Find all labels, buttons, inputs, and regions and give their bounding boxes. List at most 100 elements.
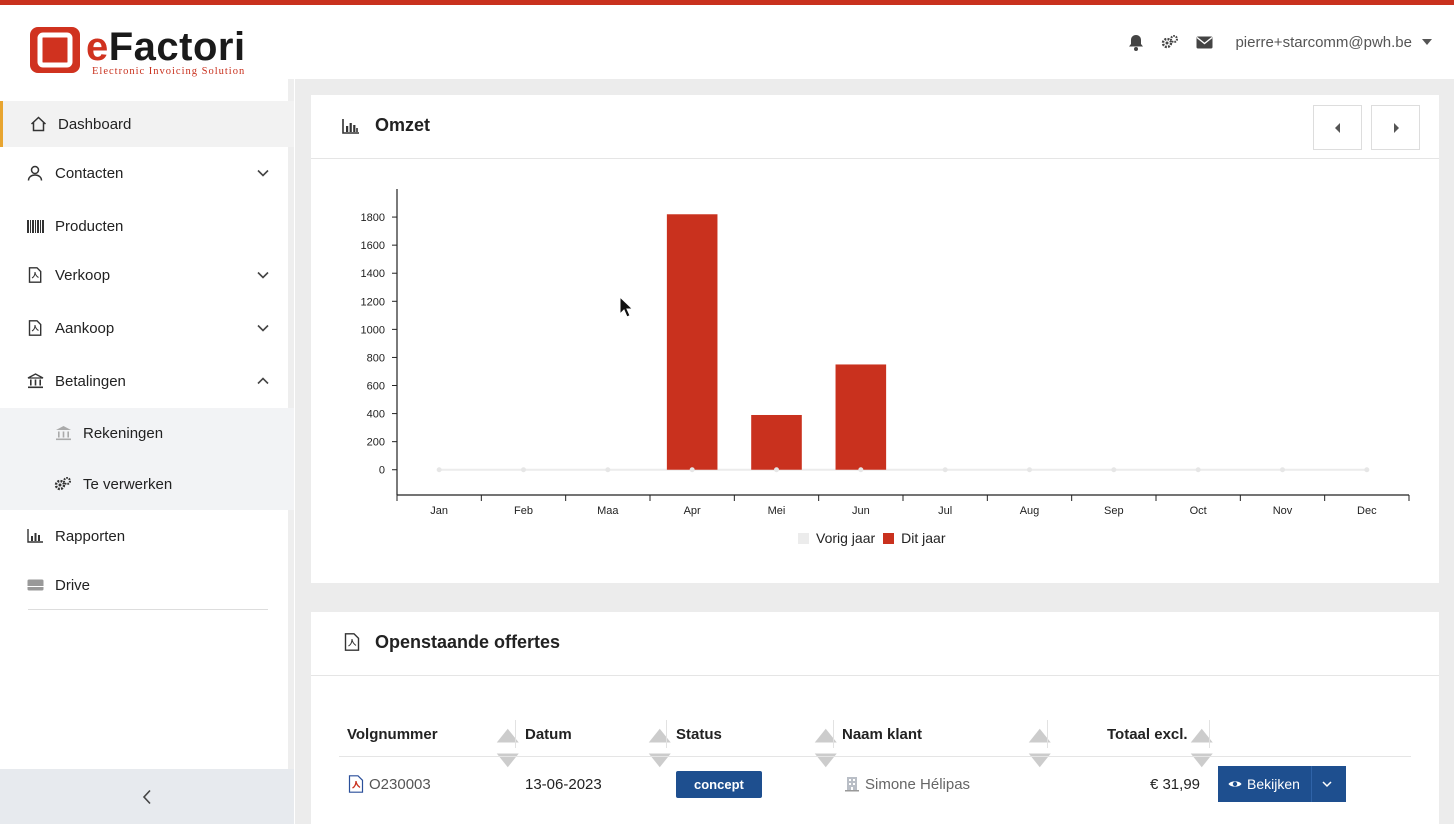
legend-item-vorig-jaar[interactable]: Vorig jaar — [798, 530, 875, 546]
point-vorig-jaar — [1027, 467, 1032, 473]
logo[interactable]: eFactori Electronic Invoicing Solution — [28, 25, 268, 81]
omzet-card: Omzet 0 200 400 600 800 1000 1200 1400 1600 1800 J… — [311, 95, 1439, 583]
building-icon — [845, 777, 859, 792]
x-tick-label: Jun — [852, 505, 870, 517]
sidebar-item-drive[interactable]: Drive — [0, 562, 294, 608]
offertes-card-header: Openstaande offertes — [311, 612, 1439, 676]
column-header-naam-klant[interactable]: Naam klant — [842, 725, 923, 743]
bar-dit-jaar — [666, 214, 718, 470]
y-tick-label: 200 — [367, 437, 385, 449]
sidebar-item-verkoop[interactable]: Verkoop — [0, 252, 294, 298]
sidebar-item-contacten[interactable]: Contacten — [0, 150, 294, 196]
legend-label: Dit jaar — [901, 530, 946, 546]
legend-item-dit-jaar[interactable]: Dit jaar — [883, 530, 946, 546]
button-split-divider — [1311, 766, 1312, 802]
point-vorig-jaar — [774, 467, 779, 473]
gears-icon[interactable] — [1153, 32, 1187, 52]
x-tick-label: Aug — [1020, 505, 1040, 517]
y-tick-label: 1000 — [361, 324, 385, 336]
omzet-title: Omzet — [375, 115, 431, 135]
table-cell-status: concept — [676, 770, 762, 798]
sidebar-item-rekeningen[interactable]: Rekeningen — [0, 408, 294, 458]
point-vorig-jaar — [521, 467, 526, 473]
column-header-datum[interactable]: Datum — [525, 725, 572, 743]
point-vorig-jaar — [1195, 467, 1201, 473]
sidebar-item-label: Rapporten — [55, 527, 126, 545]
column-header-status[interactable]: Status — [676, 725, 722, 743]
x-tick-label: Oct — [1190, 505, 1207, 517]
point-vorig-jaar — [1364, 467, 1370, 473]
y-tick-label: 0 — [379, 465, 385, 477]
sort-icon[interactable] — [812, 726, 840, 770]
sidebar-item-producten[interactable]: Producten — [0, 203, 294, 249]
file-pdf-icon — [348, 775, 364, 793]
bar-dit-jaar — [835, 364, 887, 470]
y-tick-label: 1600 — [361, 240, 385, 252]
sidebar-item-aankoop[interactable]: Aankoop — [0, 305, 294, 351]
sort-icon[interactable] — [1188, 726, 1216, 770]
sidebar-item-label: Producten — [55, 217, 124, 235]
point-vorig-jaar — [689, 467, 695, 473]
user-email[interactable]: pierre+starcomm@pwh.be — [1235, 33, 1412, 51]
point-vorig-jaar — [942, 467, 948, 473]
offertes-title: Openstaande offertes — [375, 632, 561, 652]
bar-dit-jaar — [751, 414, 802, 470]
openstaande-offertes-card: Openstaande offertes Volgnummer Datum St… — [311, 612, 1439, 824]
header: eFactori Electronic Invoicing Solution p… — [0, 5, 1454, 79]
sort-icon[interactable] — [1026, 726, 1054, 770]
file-pdf-icon — [26, 266, 44, 284]
sort-icon[interactable] — [646, 726, 674, 770]
sidebar: Dashboard Contacten Producten Verkoop Aa… — [0, 79, 295, 824]
omzet-chart-area: 0 200 400 600 800 1000 1200 1400 1600 1800 Jan Feb M… — [311, 159, 1439, 583]
column-header-volgnummer[interactable]: Volgnummer — [347, 725, 438, 743]
sidebar-item-label: Rekeningen — [83, 424, 164, 442]
table-cell-volgnummer[interactable]: O230003 — [347, 772, 431, 796]
x-tick-label: Nov — [1273, 505, 1293, 517]
table-cell-totaal: € 31,99 — [1149, 775, 1200, 793]
next-year-button[interactable] — [1371, 105, 1420, 150]
y-tick-label: 400 — [367, 409, 385, 421]
sidebar-item-rapporten[interactable]: Rapporten — [0, 513, 294, 559]
x-tick-label: Jan — [430, 505, 448, 517]
bar-chart-icon — [342, 119, 359, 134]
eye-icon — [1228, 781, 1242, 787]
chevron-down-icon[interactable] — [1322, 781, 1332, 788]
mouse-cursor-icon — [619, 296, 633, 318]
column-separator — [1047, 720, 1048, 748]
column-separator — [515, 720, 516, 748]
top-accent-bar — [0, 0, 1454, 5]
chart-legend: Vorig jaar Dit jaar — [798, 530, 954, 546]
point-vorig-jaar — [1111, 467, 1117, 473]
point-vorig-jaar — [605, 467, 611, 473]
point-vorig-jaar — [858, 467, 864, 473]
table-cell-naam-klant[interactable]: Simone Hélipas — [844, 772, 970, 796]
sidebar-collapse-button[interactable] — [0, 769, 294, 824]
logo-text: eFactori — [86, 25, 246, 69]
user-menu-caret-icon[interactable] — [1422, 39, 1432, 45]
x-tick-label: Feb — [514, 505, 533, 517]
user-icon — [26, 164, 44, 182]
bekijken-button[interactable]: Bekijken — [1218, 766, 1346, 802]
column-separator — [1209, 720, 1210, 748]
previous-year-button[interactable] — [1313, 105, 1362, 150]
table-header-divider — [339, 756, 1411, 757]
x-tick-label: Mei — [768, 505, 786, 517]
sidebar-item-label: Aankoop — [55, 319, 115, 337]
legend-swatch — [883, 532, 895, 544]
sidebar-item-te-verwerken[interactable]: Te verwerken — [0, 458, 294, 510]
sidebar-item-betalingen[interactable]: Betalingen — [0, 358, 294, 404]
column-header-totaal-excl[interactable]: Totaal excl. — [1107, 725, 1188, 743]
bekijken-label: Bekijken — [1247, 776, 1300, 792]
omzet-chart: 0 200 400 600 800 1000 1200 1400 1600 1800 Jan Feb M… — [361, 189, 1410, 517]
sidebar-item-label: Contacten — [55, 164, 124, 182]
envelope-icon[interactable] — [1187, 32, 1221, 52]
table-cell-datum: 13-06-2023 — [525, 775, 602, 793]
sort-icon[interactable] — [494, 726, 522, 770]
status-badge: concept — [676, 770, 762, 798]
x-tick-label: Dec — [1357, 505, 1377, 517]
caret-right-icon — [1393, 122, 1399, 133]
y-tick-label: 600 — [367, 381, 385, 393]
bell-icon[interactable] — [1119, 32, 1153, 52]
sidebar-item-dashboard[interactable]: Dashboard — [0, 101, 294, 147]
chevron-down-icon — [256, 268, 270, 282]
